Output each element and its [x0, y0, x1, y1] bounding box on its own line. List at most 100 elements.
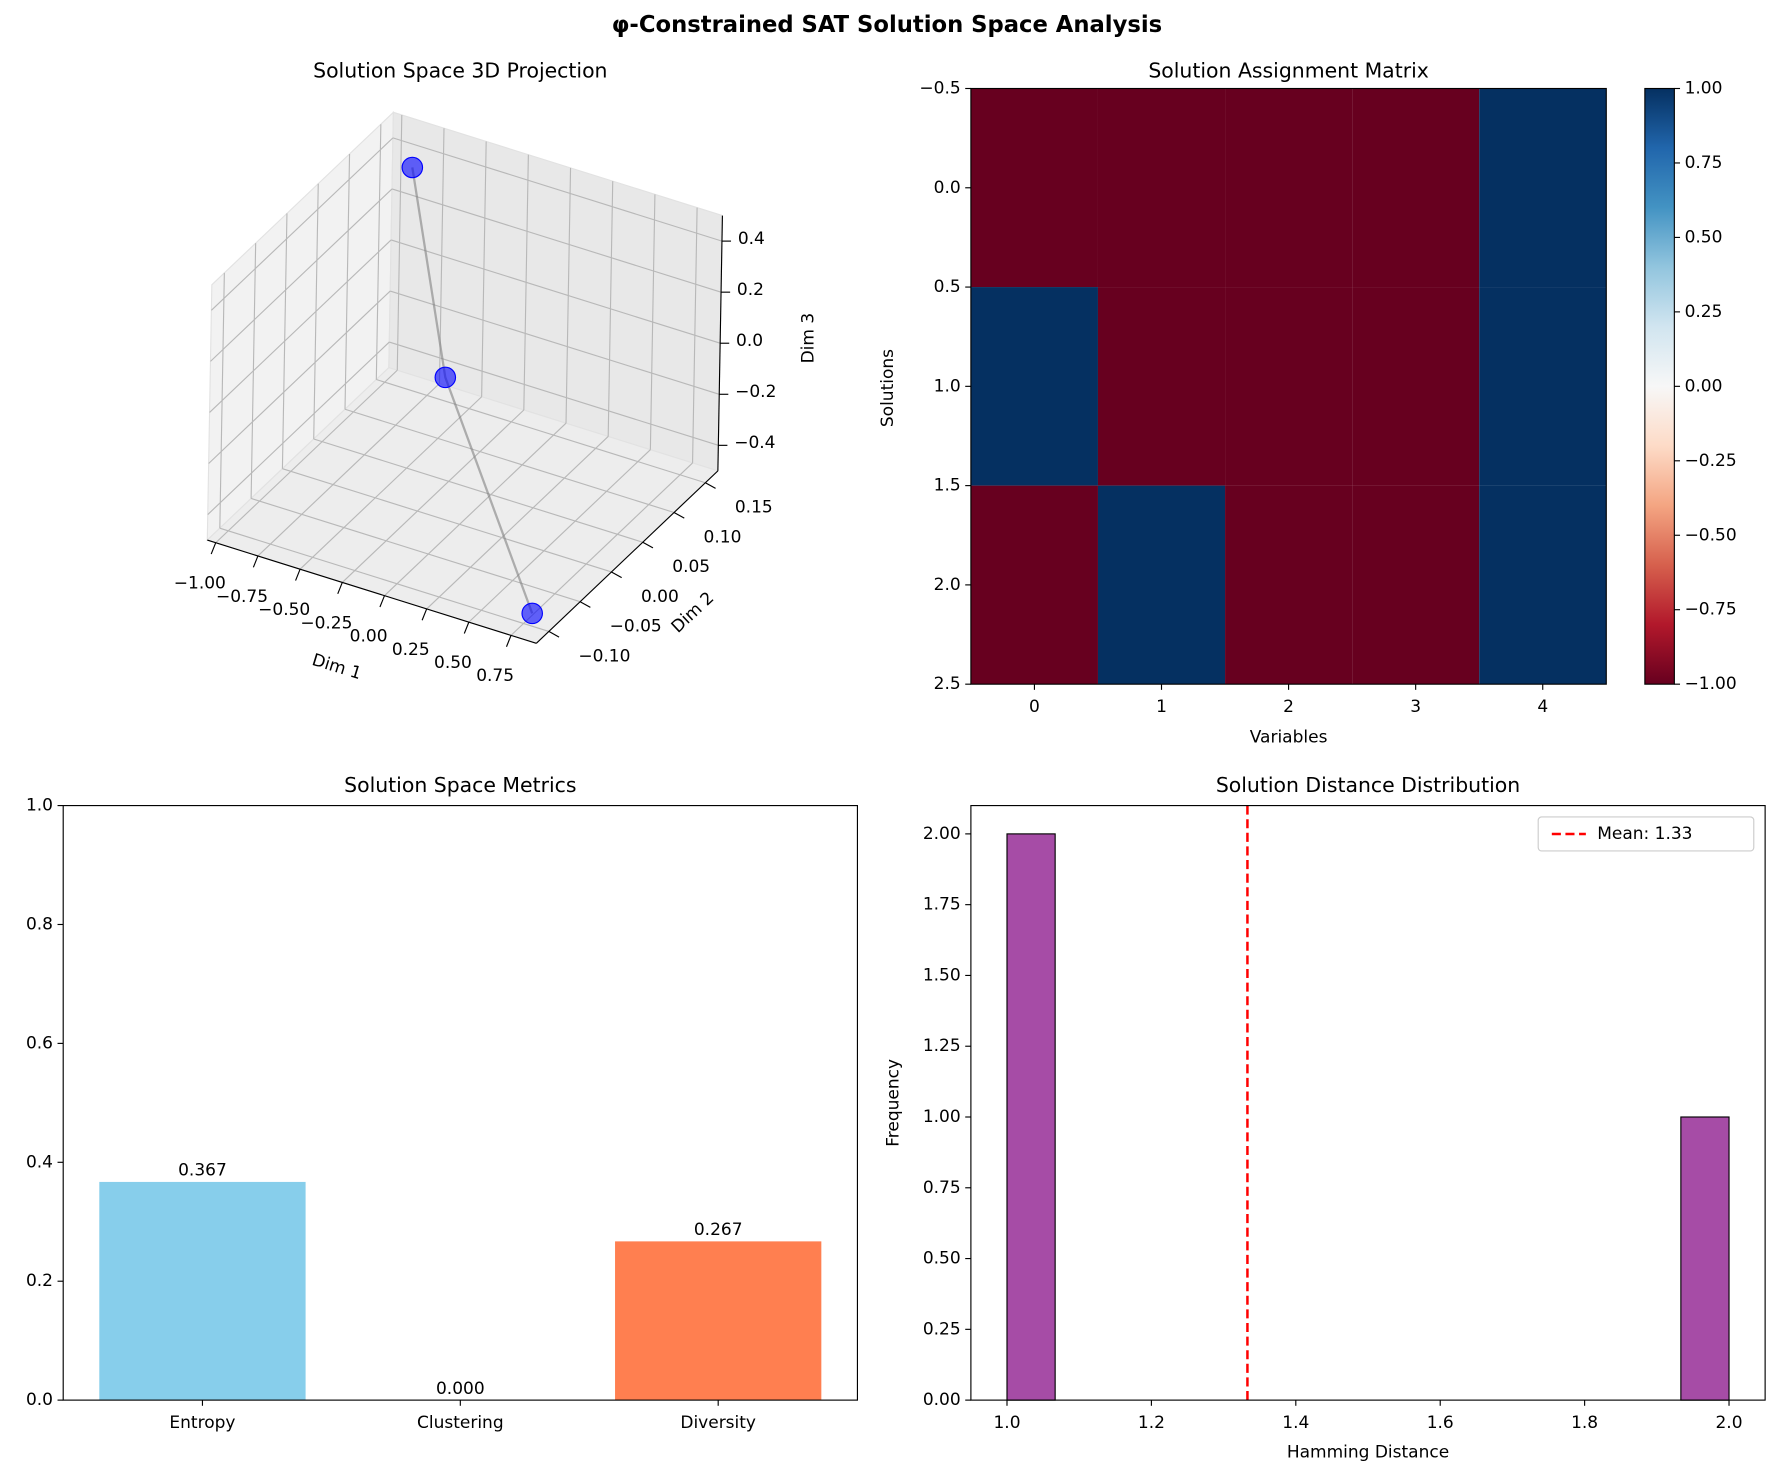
y-tick-label: 0.15	[735, 498, 773, 518]
y-tick-label: 0.00	[641, 587, 679, 607]
cell	[1479, 485, 1607, 685]
legend-label: Mean: 1.33	[1597, 824, 1692, 844]
colorbar-tick-label: 0.75	[1685, 153, 1723, 173]
y-tick-label: −0.5	[919, 79, 960, 99]
cell	[1097, 485, 1226, 685]
colorbar	[1644, 87, 1675, 685]
tick-mark	[379, 595, 385, 608]
cell	[1097, 88, 1226, 288]
y-tick-label: 0.0	[934, 178, 961, 198]
cell	[1479, 287, 1607, 486]
y-tick-label: 0.5	[934, 277, 961, 297]
y-tick-label: 0.2	[26, 1271, 53, 1291]
bar	[615, 1241, 822, 1401]
y-tick-label: 0.8	[26, 914, 53, 934]
tick-mark	[252, 555, 259, 568]
colorbar-tick-label: 0.50	[1685, 227, 1723, 247]
z-axis-label: Dim 3	[799, 313, 819, 364]
cell	[1225, 287, 1353, 486]
z-tick-label: 0.2	[737, 280, 764, 300]
y-tick-label: 2.00	[923, 824, 961, 844]
y-axis-label: Solutions	[878, 349, 898, 427]
x-tick-label: 0.00	[350, 627, 388, 647]
grid-line	[344, 408, 675, 514]
x-tick-label: 1.4	[1282, 1413, 1309, 1433]
cell	[1097, 287, 1226, 486]
point	[521, 602, 543, 625]
colorbar-tick-label: 0.25	[1685, 302, 1723, 322]
colorbar-tick-label: −0.50	[1685, 525, 1737, 545]
x-tick-label: 1.0	[993, 1413, 1020, 1433]
grid-line	[313, 438, 643, 543]
grid-line	[210, 137, 394, 311]
grid-line	[390, 239, 721, 344]
x-tick-label: 1.6	[1427, 1413, 1454, 1433]
point	[401, 156, 424, 179]
y-tick-label: 1.0	[26, 796, 53, 816]
grid-line	[208, 290, 391, 464]
z-tick-label: 0.4	[738, 229, 765, 249]
tick-mark	[337, 582, 343, 594]
y-tick-label: 0.05	[672, 557, 710, 577]
colorbar-tick-label: 1.00	[1685, 79, 1723, 99]
y-tick-label: 0.75	[923, 1178, 961, 1198]
cell	[1225, 88, 1353, 288]
y-tick-label: 1.00	[923, 1107, 961, 1127]
axis-line	[717, 215, 723, 471]
grid-line	[341, 409, 525, 583]
y-axis-label: Frequency	[884, 1059, 904, 1147]
grid-line	[391, 188, 722, 293]
tick-mark	[611, 571, 622, 579]
y-tick-label: 1.0	[934, 376, 961, 396]
x-axis-label: Variables	[1250, 727, 1328, 747]
tick-mark	[548, 630, 560, 638]
z-tick-label: 0.0	[736, 331, 763, 351]
grid-line	[389, 341, 719, 446]
colorbar-tick-label: −0.25	[1685, 451, 1737, 471]
axes-frame	[970, 805, 1766, 1401]
subplot-title: Solution Assignment Matrix	[1148, 58, 1429, 82]
grid-line	[209, 239, 392, 413]
cell	[970, 485, 1098, 685]
x-tick-label: 2	[1283, 697, 1294, 717]
x-tick-label: 4	[1537, 697, 1548, 717]
colorbar-tick-label: −1.00	[1685, 674, 1737, 694]
cell	[1479, 88, 1607, 288]
tick-mark	[505, 635, 512, 647]
grid-line	[510, 462, 693, 636]
tick-mark	[642, 541, 654, 549]
z-tick-label: −0.4	[734, 433, 775, 453]
x-tick-label: 0	[1029, 697, 1040, 717]
grid-line	[219, 527, 550, 632]
subplot-title: Solution Space Metrics	[344, 773, 576, 797]
tick-mark	[210, 542, 217, 555]
grid-line	[215, 369, 398, 544]
grid-line	[210, 188, 393, 362]
x-tick-label: 0.50	[434, 653, 472, 673]
axis-line	[535, 470, 719, 644]
x-tick-label: −1.00	[174, 574, 226, 594]
histogram-bar	[1680, 1116, 1730, 1401]
y-tick-label: 0.10	[704, 527, 742, 547]
point	[434, 366, 457, 389]
value-label: 0.000	[436, 1379, 485, 1399]
cell	[970, 88, 1098, 288]
grid-line	[207, 341, 390, 515]
value-label: 0.367	[178, 1161, 227, 1181]
x-tick-label: 1.8	[1571, 1413, 1598, 1433]
subplot-title: Solution Space 3D Projection	[313, 58, 607, 82]
value-label: 0.267	[694, 1220, 743, 1240]
cell	[1352, 88, 1480, 288]
x-tick-label: 1.2	[1138, 1413, 1165, 1433]
y-tick-label: 0.0	[26, 1390, 53, 1410]
y-tick-label: −0.10	[578, 646, 630, 666]
z-tick-label: −0.2	[735, 382, 776, 402]
figure-title: φ-Constrained SAT Solution Space Analysi…	[612, 12, 1162, 38]
tick-mark	[673, 511, 685, 519]
axis-line	[207, 539, 537, 644]
y-tick-label: 0.6	[26, 1033, 53, 1053]
x-tick-label: −0.25	[300, 613, 352, 633]
y-tick-label: 0.50	[923, 1249, 961, 1269]
cell	[1352, 485, 1480, 685]
